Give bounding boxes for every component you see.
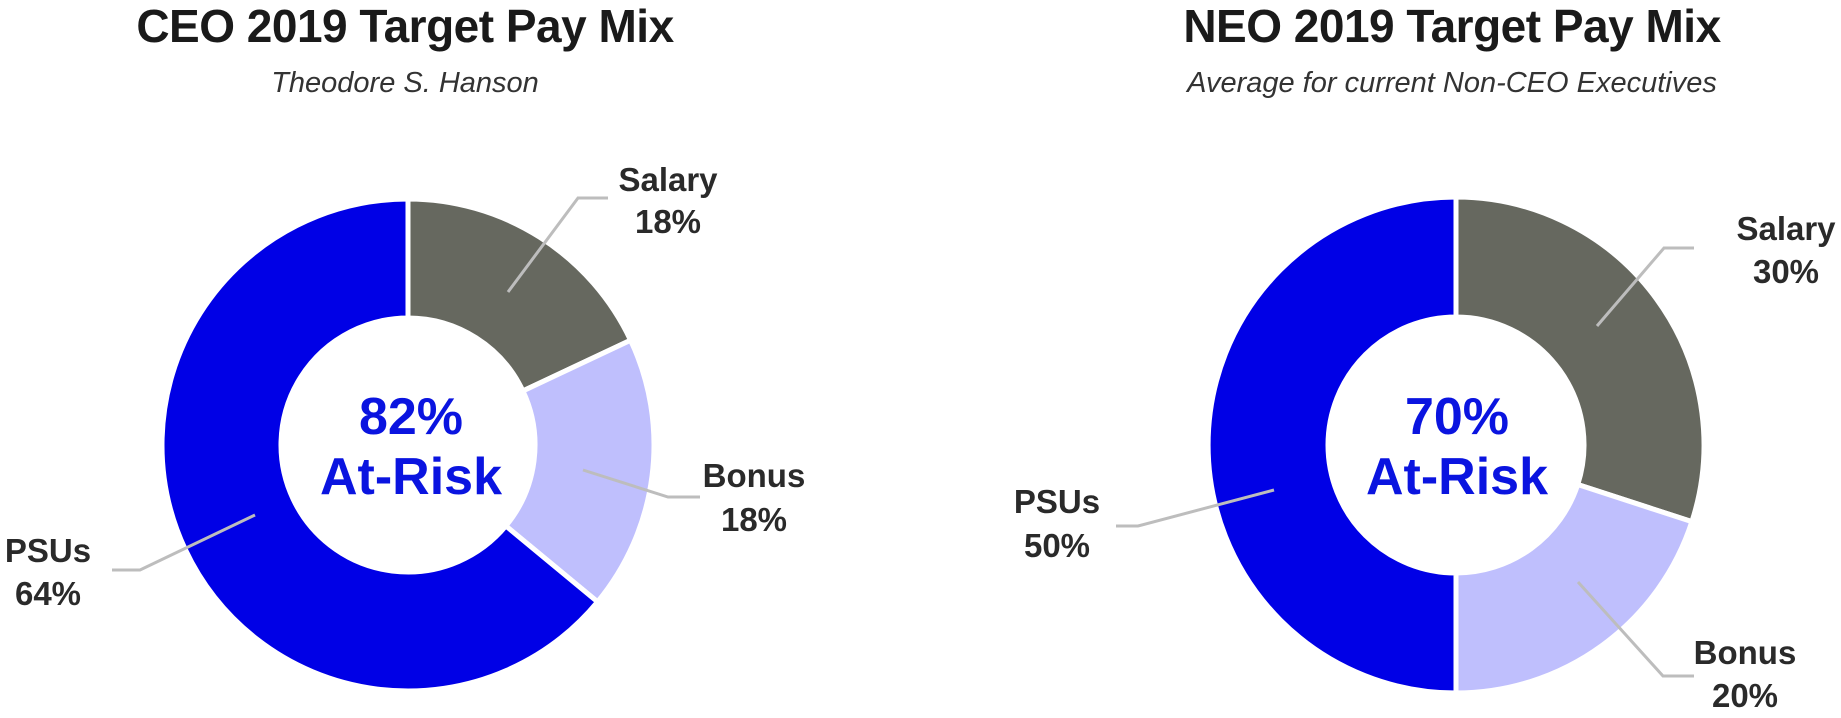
neo-chart-title: NEO 2019 Target Pay Mix	[1183, 0, 1721, 52]
neo-label-psus-value: 50%	[1024, 527, 1090, 564]
neo-slice-psus	[1205, 194, 1459, 696]
neo-leader-salary	[1595, 246, 1694, 327]
neo-leader-bonus	[1576, 580, 1694, 678]
ceo-chart-subtitle: Theodore S. Hanson	[271, 67, 539, 99]
neo-chart: NEO 2019 Target Pay Mix Average for curr…	[1014, 0, 1836, 714]
ceo-slice-bonus	[502, 336, 657, 606]
neo-slice-salary	[1453, 194, 1707, 525]
ceo-label-psus-name: PSUs	[5, 532, 91, 569]
neo-chart-subtitle: Average for current Non-CEO Executives	[1185, 67, 1717, 99]
neo-label-salary-value: 30%	[1753, 253, 1819, 290]
neo-label-psus-name: PSUs	[1014, 483, 1100, 520]
ceo-label-bonus-value: 18%	[721, 501, 787, 538]
ceo-leader-psus	[112, 513, 256, 572]
ceo-center-value: 82%	[359, 388, 463, 446]
ceo-chart: CEO 2019 Target Pay Mix Theodore S. Hans…	[5, 0, 806, 694]
neo-label-bonus-name: Bonus	[1694, 634, 1797, 671]
ceo-label-salary-name: Salary	[618, 161, 718, 198]
neo-slice-bonus	[1453, 481, 1696, 696]
neo-label-bonus-value: 20%	[1712, 677, 1778, 714]
ceo-chart-title: CEO 2019 Target Pay Mix	[136, 0, 674, 52]
ceo-label-salary-value: 18%	[635, 203, 701, 240]
neo-leader-psus	[1116, 488, 1275, 528]
neo-center-value: 70%	[1405, 388, 1509, 446]
ceo-label-bonus-name: Bonus	[703, 457, 806, 494]
ceo-slice-psus	[159, 196, 602, 694]
ceo-label-psus-value: 64%	[15, 575, 81, 612]
neo-label-salary-name: Salary	[1736, 210, 1836, 247]
ceo-center-label: At-Risk	[320, 448, 502, 506]
ceo-leader-salary	[506, 196, 608, 293]
neo-center-label: At-Risk	[1366, 448, 1548, 506]
ceo-leader-bonus	[582, 468, 700, 499]
ceo-slice-salary	[405, 196, 634, 395]
